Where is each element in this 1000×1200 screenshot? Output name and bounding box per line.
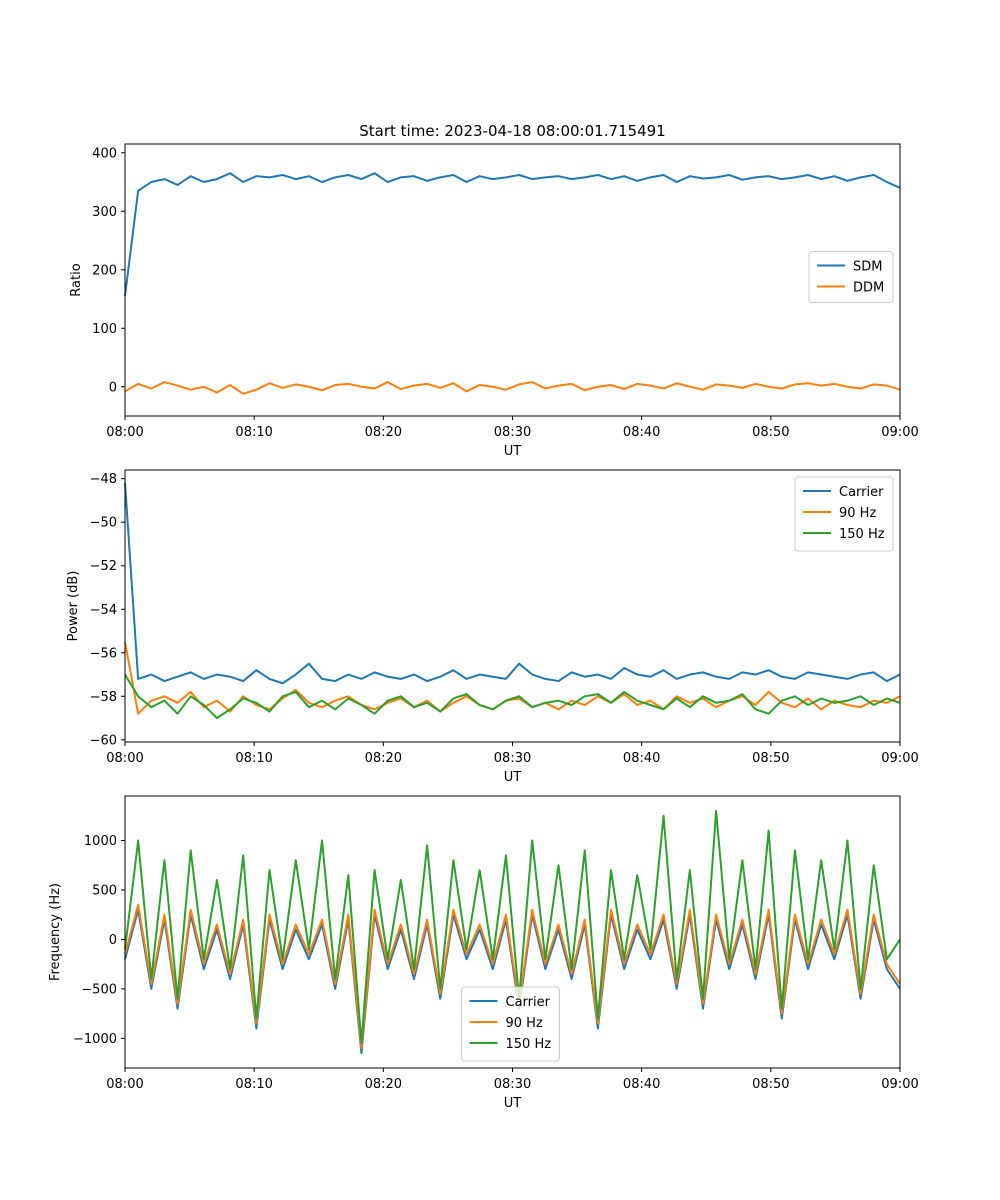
legend-label: SDM (853, 260, 882, 275)
series-line-carrier (124, 482, 901, 685)
x-tick-label: 08:30 (494, 425, 531, 440)
x-tick-label: 08:40 (623, 425, 660, 440)
x-tick-label: 08:40 (623, 1077, 660, 1092)
x-axis-label: UT (504, 444, 522, 459)
x-tick-label: 08:20 (365, 751, 402, 766)
y-tick-label: 300 (92, 205, 117, 220)
panel-2: 08:00 08:10 08:20 08:30 08:40 08:50 09:00 −60 −5… (66, 469, 919, 785)
legend-label: 90 Hz (839, 506, 876, 521)
x-tick-label: 08:30 (494, 751, 531, 766)
x-tick-label: 08:10 (235, 1077, 272, 1092)
x-tick-label: 08:10 (235, 425, 272, 440)
series-line-ddm (124, 381, 901, 395)
panel-3: 08:00 08:10 08:20 08:30 08:40 08:50 09:00 −1000… (48, 795, 919, 1111)
y-tick-label: 1000 (84, 834, 117, 849)
x-axis-label: UT (504, 1096, 522, 1111)
y-tick-label: 0 (109, 380, 117, 395)
y-tick-label: 400 (92, 146, 117, 161)
legend-label: 90 Hz (506, 1016, 543, 1031)
series-line-150-hz (124, 674, 901, 720)
x-tick-label: 08:00 (106, 751, 143, 766)
x-tick-label: 08:10 (235, 751, 272, 766)
series-line-90-hz (124, 641, 901, 715)
legend-label: Carrier (506, 995, 551, 1010)
legend-label: Carrier (839, 485, 884, 500)
legend: Carrier 90 Hz 150 Hz (461, 986, 560, 1062)
y-axis-label: Ratio (69, 263, 84, 296)
y-tick-label: 200 (92, 263, 117, 278)
series-line-150-hz (124, 809, 901, 1045)
y-tick-label: −58 (90, 690, 117, 705)
y-tick-label: −52 (90, 559, 117, 574)
x-tick-label: 08:00 (106, 425, 143, 440)
x-tick-label: 08:50 (752, 751, 789, 766)
y-tick-label: −48 (90, 472, 117, 487)
x-tick-label: 08:40 (623, 751, 660, 766)
series-line-90-hz (124, 903, 901, 1050)
y-tick-label: −1000 (73, 1032, 117, 1047)
y-tick-label: −50 (90, 516, 117, 531)
x-tick-label: 08:00 (106, 1077, 143, 1092)
x-axis-label: UT (504, 770, 522, 785)
legend-label: 150 Hz (839, 527, 885, 542)
legend-label: DDM (853, 281, 884, 296)
y-tick-label: 0 (109, 933, 117, 948)
y-axis-label: Frequency (Hz) (48, 883, 63, 981)
legend-frame (808, 251, 894, 303)
panel-1: 08:00 08:10 08:20 08:30 08:40 08:50 09:00 0 100 2… (69, 143, 919, 459)
x-tick-label: 08:50 (752, 425, 789, 440)
y-tick-label: −54 (90, 603, 117, 618)
x-tick-label: 09:00 (881, 751, 918, 766)
y-tick-label: 100 (92, 322, 117, 337)
x-tick-label: 08:30 (494, 1077, 531, 1092)
legend: SDM DDM (808, 251, 894, 303)
x-tick-label: 09:00 (881, 1077, 918, 1092)
y-tick-label: −56 (90, 646, 117, 661)
y-tick-label: 500 (92, 883, 117, 898)
y-tick-label: −60 (90, 733, 117, 748)
x-tick-label: 09:00 (881, 425, 918, 440)
figure-title: Start time: 2023-04-18 08:00:01.715491 (359, 122, 665, 140)
x-tick-label: 08:20 (365, 1077, 402, 1092)
y-tick-label: −500 (81, 982, 117, 997)
x-tick-label: 08:20 (365, 425, 402, 440)
legend-label: 150 Hz (506, 1037, 552, 1052)
series-line-sdm (124, 172, 901, 297)
panels-group: 08:00 08:10 08:20 08:30 08:40 08:50 09:00 0 100 2… (48, 143, 919, 1111)
legend: Carrier 90 Hz 150 Hz (794, 476, 894, 552)
x-tick-label: 08:50 (752, 1077, 789, 1092)
y-axis-label: Power (dB) (66, 571, 81, 642)
